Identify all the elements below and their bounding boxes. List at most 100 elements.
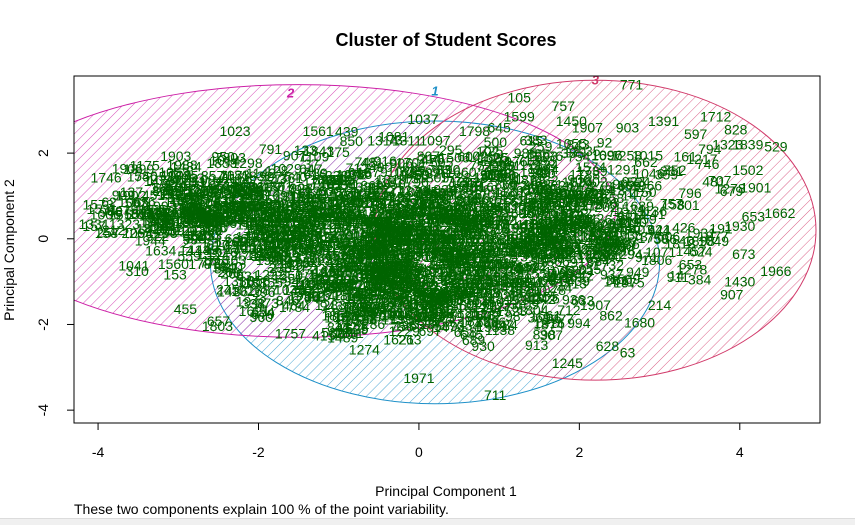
point-label: 1723 xyxy=(440,170,471,186)
point-label: 1061 xyxy=(240,180,271,196)
point-label: 315 xyxy=(381,189,405,205)
point-label: 1150 xyxy=(451,227,481,243)
point-label: 916 xyxy=(373,153,397,169)
point-label: 8 xyxy=(379,269,387,285)
point-label: 1399 xyxy=(354,283,385,299)
point-label: 1551 xyxy=(348,188,379,204)
point-label: 1439 xyxy=(412,304,443,320)
point-label: 1119 xyxy=(384,255,413,271)
point-label: 1491 xyxy=(363,195,394,211)
point-label: 214 xyxy=(648,297,672,313)
point-label: 1311 xyxy=(392,132,422,148)
point-label: 313 xyxy=(419,222,443,238)
point-label: 1651 xyxy=(164,194,195,210)
point-label: 747 xyxy=(400,230,424,246)
point-label: 690 xyxy=(299,240,323,256)
point-label: 1455 xyxy=(422,248,453,264)
point-label: 151 xyxy=(108,206,132,222)
point-label: 1027 xyxy=(261,207,292,223)
point-label: 170 xyxy=(331,188,355,204)
point-label: 128 xyxy=(370,205,394,221)
point-label: 1620 xyxy=(423,249,454,265)
point-label: 639 xyxy=(306,254,330,270)
point-label: 1634 xyxy=(145,243,176,259)
point-label: 365 xyxy=(349,166,373,182)
point-label: 1839 xyxy=(732,137,763,153)
point-label: 373 xyxy=(256,295,280,311)
point-label: 1379 xyxy=(361,259,392,275)
point-label: 156 xyxy=(196,213,220,229)
point-label: 1885 xyxy=(390,275,421,291)
point-label: 1072 xyxy=(435,236,466,252)
point-label: 1851 xyxy=(316,205,347,221)
point-label: 1070 xyxy=(463,275,494,291)
point-label: 907 xyxy=(720,286,744,302)
point-label: 873 xyxy=(326,205,350,221)
point-label: 1208 xyxy=(417,284,448,300)
point-label: 1122 xyxy=(250,227,280,243)
point-label: 789 xyxy=(440,212,464,228)
point-label: 707 xyxy=(708,172,732,188)
point-label: 1524 xyxy=(396,232,427,248)
point-label: 169 xyxy=(399,247,423,263)
point-label: 711 xyxy=(469,207,492,223)
point-label: 169 xyxy=(376,223,400,239)
point-label: 936 xyxy=(388,261,412,277)
point-label: 1682 xyxy=(261,237,292,253)
point-label: 133 xyxy=(294,142,318,158)
point-label: 1055 xyxy=(556,135,587,151)
point-label: 1382 xyxy=(174,213,205,229)
point-label: 1957 xyxy=(417,185,448,201)
point-label: 1757 xyxy=(295,266,326,282)
point-label: 745 xyxy=(355,154,379,170)
point-label: 187 xyxy=(396,203,420,219)
point-label: 352 xyxy=(256,184,280,200)
point-label: 1385 xyxy=(202,211,233,227)
point-label: 1037 xyxy=(407,111,438,127)
point-label: 1722 xyxy=(306,216,337,232)
point-label: 1983 xyxy=(328,258,359,274)
point-label: 1006 xyxy=(395,201,426,217)
point-label: 1836 xyxy=(425,231,456,247)
point-label: 469 xyxy=(580,218,604,234)
point-label: 470 xyxy=(421,151,445,167)
point-label: 370 xyxy=(300,241,324,257)
point-label: 1019 xyxy=(231,184,262,200)
point-label: 977 xyxy=(375,225,399,241)
point-label: 543 xyxy=(420,232,444,248)
point-label: 50 xyxy=(414,168,430,184)
point-label: 1181 xyxy=(374,174,404,190)
point-label: 1741 xyxy=(332,194,363,210)
point-label: 1188 xyxy=(289,232,319,248)
point-label: 1994 xyxy=(321,220,352,236)
point-label: 627 xyxy=(320,203,344,219)
point-label: 1259 xyxy=(461,241,492,257)
point-label: 1621 xyxy=(566,198,597,214)
point-label: 984 xyxy=(283,221,307,237)
point-label: 328 xyxy=(399,262,423,278)
point-label: 850 xyxy=(340,133,364,149)
point-label: 1890 xyxy=(533,212,564,228)
point-label: 153 xyxy=(163,267,187,283)
point-label: 628 xyxy=(596,338,620,354)
point-label: 1668 xyxy=(413,191,444,207)
point-label: 1414 xyxy=(179,242,210,258)
point-label: 29 xyxy=(364,242,380,258)
point-label: 1134 xyxy=(236,216,266,232)
point-label: 1109 xyxy=(299,148,329,164)
point-label: 238 xyxy=(269,260,293,276)
point-label: 1167 xyxy=(510,244,540,260)
point-label: 332 xyxy=(319,195,343,211)
point-label: 468 xyxy=(304,205,328,221)
point-label: 1757 xyxy=(275,325,306,341)
point-label: 1173 xyxy=(589,224,619,240)
point-label: 23 xyxy=(346,203,362,219)
point-label: 266 xyxy=(220,265,244,281)
point-label: 579 xyxy=(410,211,434,227)
point-label: 1506 xyxy=(439,150,470,166)
point-label: 1195 xyxy=(207,180,237,196)
point-label: 540 xyxy=(372,198,396,214)
point-label: 60 xyxy=(515,234,531,250)
point-label: 120 xyxy=(397,237,421,253)
point-label: 931 xyxy=(415,229,439,245)
